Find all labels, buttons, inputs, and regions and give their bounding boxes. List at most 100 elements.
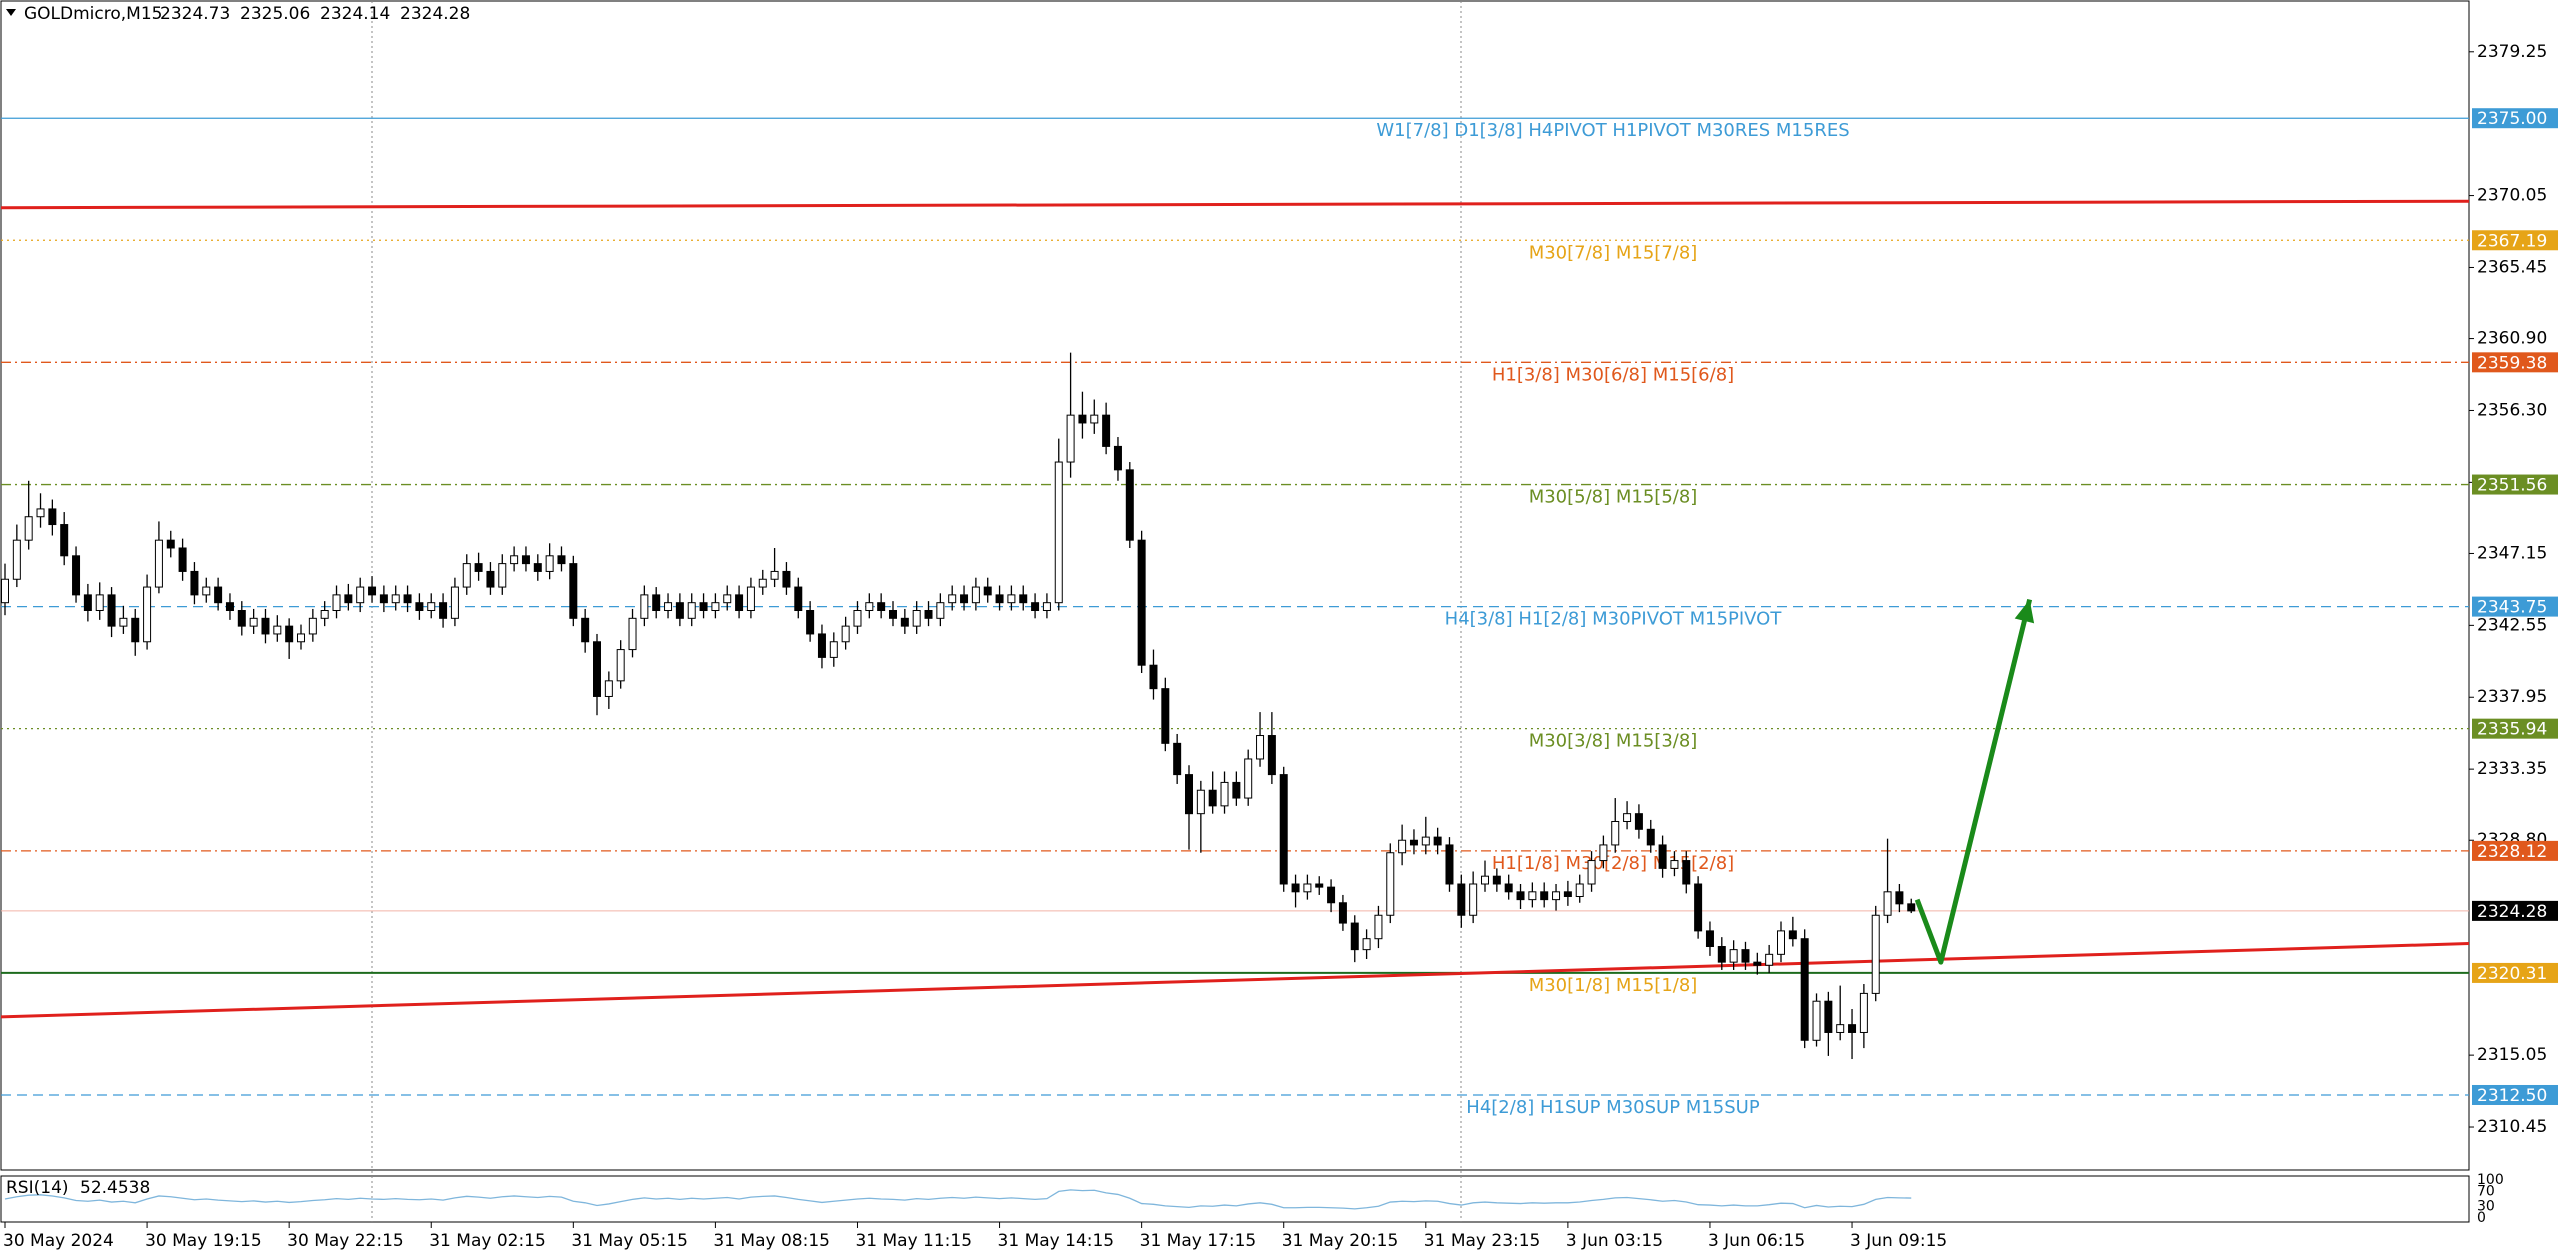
candle-body: [1232, 781, 1241, 799]
rsi-tick-label: 30: [2477, 1199, 2495, 1215]
y-tick-label: 2379.25: [2477, 42, 2547, 62]
candle-body: [1504, 883, 1513, 893]
candle-body: [119, 617, 128, 627]
candle-body: [1291, 883, 1300, 893]
candle-body: [510, 555, 519, 565]
price-tag: [2472, 1084, 2558, 1105]
candle-body: [1694, 883, 1703, 932]
candle-body: [995, 594, 1004, 604]
candle-body: [332, 594, 341, 612]
candle-body: [1433, 836, 1442, 846]
candle-body: [107, 594, 116, 627]
candle-body: [344, 594, 353, 604]
forecast-arrow: [1914, 598, 2033, 965]
price-tag-label: 2375.00: [2477, 109, 2547, 129]
candle-body: [60, 524, 69, 557]
candle-body: [403, 594, 412, 604]
level-text: H4[2/8] H1SUP M30SUP M15SUP: [1466, 1097, 1760, 1118]
candle-body: [664, 602, 673, 612]
candle-body: [687, 602, 696, 619]
price-tag-label: 2328.12: [2477, 842, 2547, 862]
level-text: M30[3/8] M15[3/8]: [1529, 731, 1698, 752]
candle-body: [297, 633, 305, 643]
candle-body: [320, 610, 329, 619]
candle-body: [95, 594, 104, 612]
candle-body: [1445, 844, 1454, 885]
candle-body: [1481, 875, 1489, 885]
candle-body: [723, 594, 732, 604]
y-tick-label: 2310.45: [2477, 1117, 2547, 1137]
candle-body: [1185, 774, 1193, 815]
candle-body: [1090, 414, 1099, 424]
candle-body: [936, 602, 945, 619]
candle-body: [1031, 602, 1040, 612]
candle-body: [12, 539, 21, 580]
candle-body: [379, 594, 388, 604]
candle-body: [924, 610, 933, 619]
candle-body: [166, 539, 175, 549]
candle-body: [983, 586, 992, 596]
candle-body: [154, 539, 163, 588]
candle-body: [593, 641, 601, 697]
candle-body: [1788, 930, 1797, 940]
candle-body: [415, 602, 424, 612]
candle-body: [1421, 836, 1430, 846]
candle-body: [770, 570, 779, 580]
candle-body: [604, 680, 613, 697]
candle-body: [1836, 1024, 1845, 1033]
level-text: H4[3/8] H1[2/8] M30PIVOT M15PIVOT: [1445, 609, 1783, 630]
candle-body: [877, 602, 886, 612]
candle-body: [1398, 839, 1407, 854]
candle-body: [1173, 742, 1182, 776]
candle-body: [1303, 883, 1312, 893]
price-tag-label: 2367.19: [2477, 231, 2547, 251]
candle-body: [1824, 1000, 1833, 1033]
candle-body: [24, 516, 33, 541]
x-tick-label: 30 May 22:15: [287, 1231, 404, 1251]
candle-body: [462, 563, 471, 588]
x-tick-label: 31 May 17:15: [1140, 1231, 1257, 1251]
y-tick-label: 2360.90: [2477, 329, 2547, 349]
candle-body: [1528, 891, 1537, 901]
candle-body: [1741, 949, 1750, 963]
candle-body: [1113, 445, 1122, 471]
candle-body: [1042, 602, 1051, 612]
candle-body: [1634, 813, 1643, 830]
candle-body: [900, 617, 909, 627]
candle-body: [1540, 891, 1549, 901]
price-tag-label: 2312.50: [2477, 1086, 2547, 1106]
candle-body: [427, 602, 436, 612]
level-text: H1[3/8] M30[6/8] M15[6/8]: [1492, 364, 1734, 385]
candle-body: [581, 617, 590, 643]
price-tag: [2472, 230, 2558, 251]
candle-body: [1705, 930, 1714, 948]
candle-body: [758, 578, 767, 588]
candle-body: [782, 570, 791, 588]
candle-body: [1149, 664, 1158, 690]
candle-body: [1587, 860, 1596, 885]
trendline: [1, 199, 2469, 210]
candle-body: [1729, 949, 1738, 963]
y-tick-label: 2337.95: [2477, 687, 2547, 707]
candle-body: [273, 625, 282, 635]
candle-body: [1777, 930, 1785, 955]
candle-body: [1457, 883, 1466, 916]
candle-body: [178, 547, 187, 572]
rsi-tick-label: 70: [2477, 1183, 2495, 1199]
candle-body: [1883, 891, 1892, 916]
candle-body: [1848, 1024, 1857, 1033]
candle-body: [1469, 883, 1478, 916]
candle-body: [1575, 883, 1584, 898]
x-tick-label: 31 May 23:15: [1424, 1231, 1541, 1251]
candle-body: [557, 555, 566, 565]
candle-body: [1019, 594, 1028, 604]
x-tick-label: 30 May 19:15: [145, 1231, 262, 1251]
current-price-label: 2324.28: [2477, 902, 2547, 922]
x-tick-label: 3 Jun 06:15: [1708, 1231, 1805, 1251]
candle-body: [889, 610, 897, 619]
candle-body: [83, 594, 92, 612]
candle-body: [1279, 774, 1288, 885]
candle-body: [1256, 735, 1265, 760]
candle-body: [1220, 781, 1229, 807]
candle-body: [817, 633, 826, 658]
